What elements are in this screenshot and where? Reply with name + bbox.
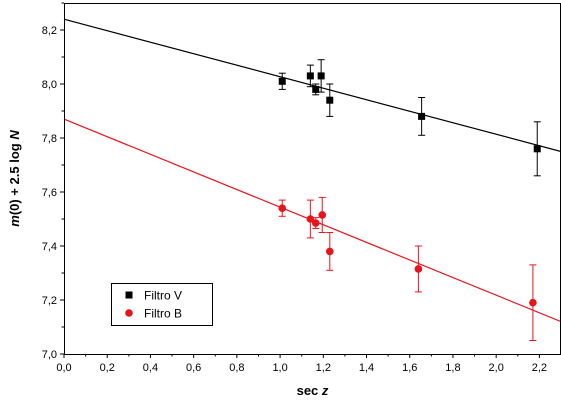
- data-point-filtro-b: [318, 211, 327, 219]
- y-axis-ticks: 7,0 7,2 7,4 7,6 7,8 8,0 8,2: [42, 2, 64, 361]
- data-point-filtro-b: [529, 298, 537, 307]
- data-point-filtro-b: [278, 204, 287, 212]
- fit-line-filtro-v: [63, 18, 561, 153]
- data-point-filtro-v: [533, 145, 541, 153]
- x-tick-label: 1,6: [402, 362, 417, 374]
- y-tick-label: 8,2: [42, 25, 57, 37]
- y-tick-label: 7,2: [42, 295, 57, 307]
- data-point-filtro-v: [312, 85, 320, 93]
- x-axis-ticks: 0,0 0,2 0,4 0,6 0,8 1,0 1,2 1,4 1,6 1,8 2,0 2,2: [56, 354, 547, 374]
- data-point-filtro-v: [278, 77, 286, 85]
- x-tick-label: 0,8: [229, 362, 244, 374]
- data-point-filtro-b: [414, 265, 423, 273]
- x-tick-label: 1,4: [359, 362, 374, 374]
- x-tick-label: 0,2: [100, 362, 115, 374]
- x-tick-label: 2,0: [489, 362, 504, 374]
- data-point-filtro-v: [306, 72, 314, 80]
- error-bars: [278, 59, 541, 341]
- legend-marker-filtro-b: [125, 309, 133, 317]
- y-tick-label: 7,0: [42, 349, 57, 361]
- y-tick-label: 7,6: [42, 187, 57, 199]
- data-point-filtro-b: [311, 219, 320, 227]
- x-tick-label: 0,4: [143, 362, 158, 374]
- x-tick-label: 0,6: [186, 362, 201, 374]
- legend-label-filtro-b: Filtro B: [144, 307, 182, 321]
- x-axis-title: sec z: [297, 383, 329, 398]
- x-tick-label: 1,0: [272, 362, 287, 374]
- y-tick-label: 8,0: [42, 79, 57, 91]
- fit-lines: [63, 18, 561, 323]
- data-point-filtro-b: [306, 215, 315, 223]
- legend-label-filtro-v: Filtro V: [144, 289, 182, 303]
- data-point-filtro-v: [418, 112, 426, 120]
- legend: Filtro V Filtro B: [111, 283, 213, 326]
- y-tick-label: 7,8: [42, 133, 57, 145]
- data-point-filtro-v: [326, 96, 334, 104]
- x-tick-label: 1,2: [316, 362, 331, 374]
- legend-marker-filtro-v: [125, 291, 133, 299]
- data-point-filtro-b: [325, 247, 334, 256]
- y-tick-label: 7,4: [42, 241, 57, 253]
- x-tick-label: 2,2: [532, 362, 547, 374]
- data-point-filtro-v: [317, 72, 325, 80]
- legend-box: [111, 283, 213, 326]
- y-axis-title: m(0) + 2.5 log N: [7, 130, 22, 227]
- x-tick-label: 0,0: [56, 362, 71, 374]
- data-points: [278, 72, 541, 307]
- x-tick-label: 1,8: [445, 362, 460, 374]
